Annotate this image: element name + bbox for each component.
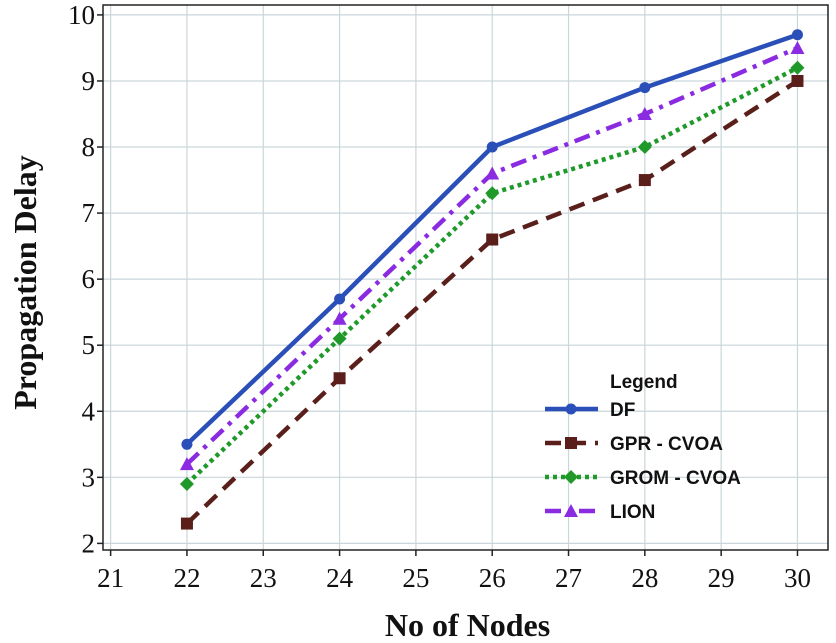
series-2 xyxy=(179,60,805,491)
y-tick-label: 3 xyxy=(82,462,96,492)
legend-title: Legend xyxy=(610,372,678,393)
data-point xyxy=(332,331,347,346)
x-tick-label: 23 xyxy=(250,563,277,593)
data-point xyxy=(486,141,498,153)
y-axis: 2 3 4 5 6 7 8 9 10 xyxy=(68,0,103,558)
x-tick-label: 29 xyxy=(708,563,735,593)
x-axis: 21 22 23 24 25 26 27 28 29 30 xyxy=(97,550,811,593)
series-group xyxy=(179,29,805,530)
data-point xyxy=(332,311,347,325)
series-3 xyxy=(179,40,805,471)
data-point xyxy=(564,470,578,484)
legend-label: DF xyxy=(610,400,635,421)
series-line xyxy=(185,79,799,526)
series-0 xyxy=(181,29,803,450)
data-point xyxy=(179,457,194,471)
data-point xyxy=(333,372,346,385)
legend-item: DF xyxy=(545,400,635,421)
x-tick-label: 27 xyxy=(555,563,582,593)
series-1 xyxy=(180,74,804,530)
data-point xyxy=(334,293,346,305)
x-tick-label: 21 xyxy=(97,563,124,593)
data-point xyxy=(486,233,499,246)
legend-item: LION xyxy=(545,502,655,523)
data-point xyxy=(791,74,804,87)
legend-label: LION xyxy=(610,502,655,523)
y-tick-label: 4 xyxy=(82,396,96,426)
data-point xyxy=(791,29,803,41)
y-tick-label: 8 xyxy=(82,132,96,162)
x-tick-label: 30 xyxy=(784,563,811,593)
y-tick-label: 7 xyxy=(82,198,96,228)
y-tick-label: 9 xyxy=(82,66,96,96)
x-tick-label: 28 xyxy=(631,563,658,593)
data-point xyxy=(638,174,651,187)
y-tick-label: 6 xyxy=(82,264,96,294)
y-axis-title: Propagation Delay xyxy=(7,155,43,410)
x-tick-label: 26 xyxy=(479,563,506,593)
y-tick-label: 5 xyxy=(82,330,96,360)
data-point xyxy=(181,438,193,450)
legend: Legend DF GPR - CVOA GROM - CVOA LION xyxy=(545,372,741,523)
x-tick-label: 25 xyxy=(402,563,429,593)
data-point xyxy=(565,403,577,415)
data-point xyxy=(180,517,193,530)
x-tick-label: 24 xyxy=(326,563,354,593)
grid xyxy=(103,5,828,550)
data-point xyxy=(485,186,500,201)
data-point xyxy=(637,107,652,120)
data-point xyxy=(565,437,577,449)
y-tick-label: 10 xyxy=(68,0,95,30)
legend-label: GPR - CVOA xyxy=(610,434,723,455)
legend-label: GROM - CVOA xyxy=(610,468,741,489)
x-axis-title: No of Nodes xyxy=(385,607,550,643)
legend-item: GPR - CVOA xyxy=(545,434,723,455)
plot-frame xyxy=(102,4,829,551)
data-point xyxy=(637,140,652,155)
data-point xyxy=(179,476,194,491)
data-point xyxy=(639,82,651,94)
y-tick-label: 2 xyxy=(82,528,96,558)
data-point xyxy=(564,504,578,517)
data-point xyxy=(485,166,500,180)
data-point xyxy=(790,60,805,75)
legend-item: GROM - CVOA xyxy=(545,468,741,489)
data-point xyxy=(790,40,805,54)
x-tick-label: 22 xyxy=(173,563,200,593)
